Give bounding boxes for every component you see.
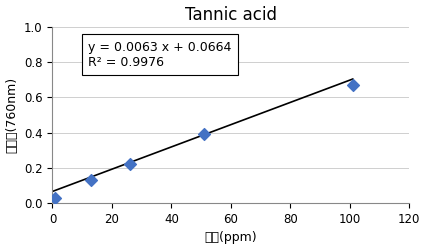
Point <box>201 132 207 136</box>
Point <box>127 162 133 166</box>
Point <box>349 83 356 87</box>
Point <box>52 196 59 200</box>
Title: Tannic acid: Tannic acid <box>185 6 277 24</box>
Point <box>88 178 95 182</box>
Text: y = 0.0063 x + 0.0664
R² = 0.9976: y = 0.0063 x + 0.0664 R² = 0.9976 <box>88 41 231 69</box>
X-axis label: 농도(ppm): 농도(ppm) <box>204 232 257 244</box>
Y-axis label: 흡광도(760nm): 흡광도(760nm) <box>6 77 19 153</box>
